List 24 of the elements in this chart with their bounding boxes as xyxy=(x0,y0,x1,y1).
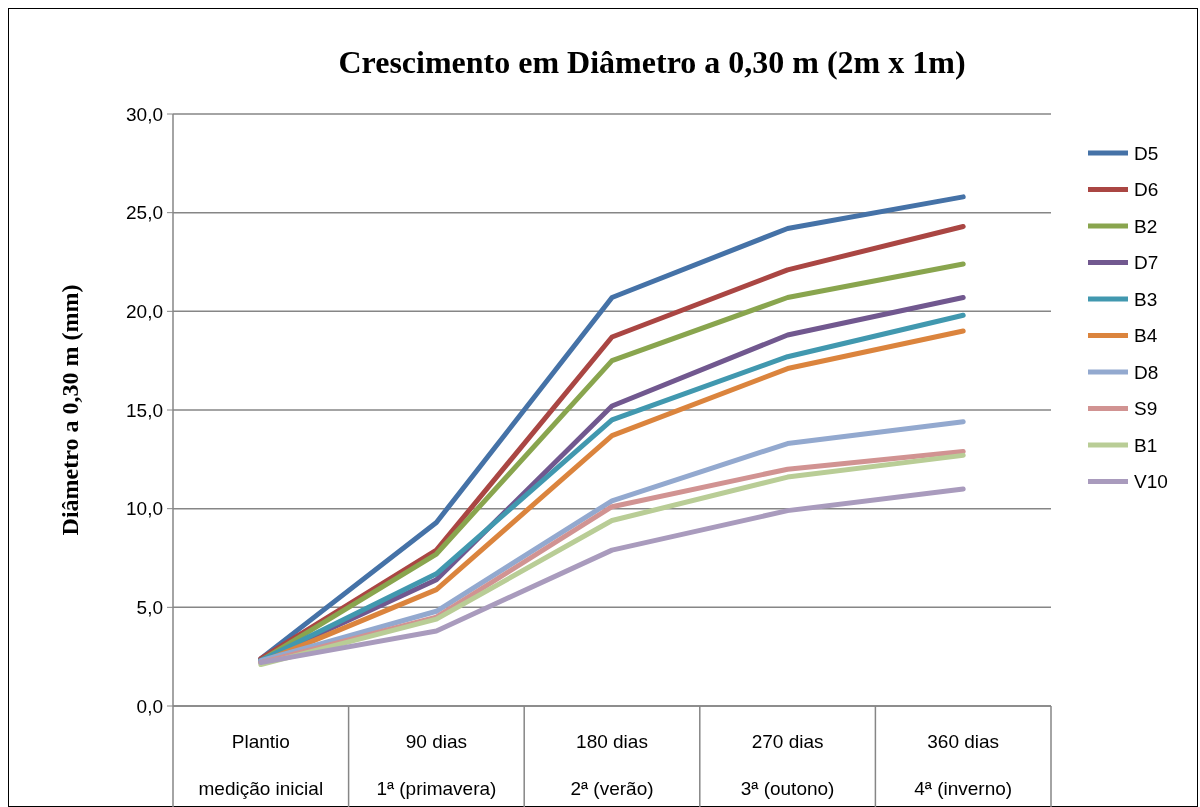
chart-title: Crescimento em Diâmetro a 0,30 m (2m x 1m) xyxy=(338,44,966,80)
legend-label: D7 xyxy=(1134,252,1159,274)
category-label: 360 dias 4ª (inverno) xyxy=(914,731,1013,799)
category-label: 180 dias 2ª (verão) xyxy=(570,731,654,799)
legend-label: V10 xyxy=(1134,471,1168,493)
legend-label: D5 xyxy=(1134,142,1159,164)
y-axis-title: Diâmetro a 0,30 m (mm) xyxy=(57,284,83,536)
legend-label: D8 xyxy=(1134,361,1159,383)
legend-label: D6 xyxy=(1134,179,1159,201)
category-label: 90 dias 1ª (primavera) xyxy=(376,731,497,799)
y-tick-label: 5,0 xyxy=(136,596,163,618)
y-tick-label: 0,0 xyxy=(136,695,163,717)
y-tick-label: 20,0 xyxy=(126,300,163,322)
y-tick-label: 30,0 xyxy=(126,103,163,125)
legend-label: B3 xyxy=(1134,288,1158,310)
y-tick-label: 25,0 xyxy=(126,202,163,224)
category-label: Plantio medição inicial xyxy=(198,731,324,799)
category-label: 270 dias 3ª (outono) xyxy=(740,731,835,799)
legend-label: B1 xyxy=(1134,434,1158,456)
y-tick-label: 10,0 xyxy=(126,498,163,520)
legend-label: B4 xyxy=(1134,325,1158,347)
legend-label: B2 xyxy=(1134,215,1158,237)
legend-label: S9 xyxy=(1134,398,1158,420)
y-tick-label: 15,0 xyxy=(126,399,163,421)
